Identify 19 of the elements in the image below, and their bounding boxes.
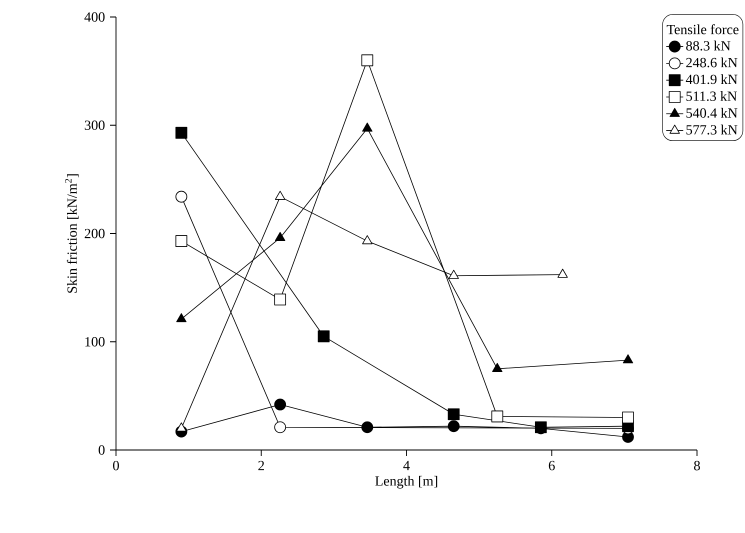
legend-label: 401.9 kN xyxy=(686,74,738,84)
x-tick-label: 8 xyxy=(694,460,700,470)
y-tick-label: 300 xyxy=(84,120,105,130)
x-tick-label: 2 xyxy=(258,460,264,470)
x-tick-label: 6 xyxy=(548,460,555,470)
legend-label: 540.4 kN xyxy=(686,108,738,118)
legend-label: 88.3 kN xyxy=(686,40,730,51)
y-tick-label: 0 xyxy=(98,445,105,455)
y-tick-label: 400 xyxy=(84,12,105,22)
x-tick-label: 0 xyxy=(113,460,119,470)
legend-label: 511.3 kN xyxy=(686,91,737,101)
x-axis-title: Length [m] xyxy=(375,476,438,489)
x-tick-label: 4 xyxy=(403,460,410,470)
y-tick-label: 200 xyxy=(84,228,105,238)
y-tick-label: 100 xyxy=(85,337,105,346)
legend-label: 248.6 kN xyxy=(686,57,738,68)
legend-label: 577.3 kN xyxy=(686,124,738,135)
y-axis-title: Skin friction [kN/m$^{2}$] xyxy=(65,174,79,293)
legend-title: Tensile force xyxy=(666,24,739,34)
